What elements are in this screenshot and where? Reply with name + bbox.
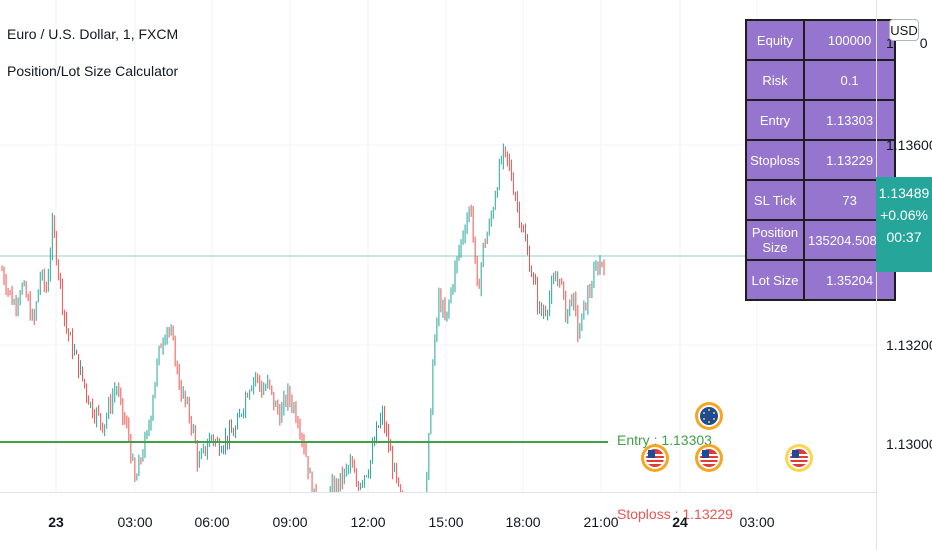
indicator-legend[interactable]: Position/Lot Size Calculator xyxy=(7,63,179,79)
table-row: Entry 1.13303 xyxy=(745,99,897,141)
price-change-percent: +0.06% xyxy=(880,207,928,223)
table-row: Equity 100000 xyxy=(745,19,897,61)
table-key-cell: Entry xyxy=(745,99,805,141)
price-axis-label: 1.13600 xyxy=(886,137,932,153)
table-row: Stoploss 1.13229 xyxy=(745,139,897,181)
table-row: Risk 0.1 xyxy=(745,59,897,101)
time-axis-label: 12:00 xyxy=(350,514,386,530)
table-key-cell: Equity xyxy=(745,19,805,61)
table-key-cell: Lot Size xyxy=(745,259,805,301)
time-axis-label: 21:00 xyxy=(583,514,619,530)
table-row: Lot Size 1.35204 xyxy=(745,259,897,301)
time-axis-label: 09:00 xyxy=(272,514,308,530)
time-axis-label: 03:00 xyxy=(117,514,153,530)
table-key-cell: Position Size xyxy=(745,219,805,261)
table-key-cell: SL Tick xyxy=(745,179,805,221)
time-axis-label: 06:00 xyxy=(194,514,230,530)
table-value-cell: 1.13229 xyxy=(802,139,897,181)
us-flag-event-icon[interactable] xyxy=(640,440,670,481)
time-axis-label: 23 xyxy=(48,514,64,530)
currency-selector-button[interactable]: USD xyxy=(889,19,919,41)
position-size-table: Equity 100000 Risk 0.1 Entry 1.13303 Stoploss 1… xyxy=(745,19,897,301)
table-value-cell: 1.13303 xyxy=(802,99,897,141)
stoploss-line-label: Stoploss : 1.13229 xyxy=(617,506,733,522)
price-axis-label: 1.13000 xyxy=(886,436,932,452)
price-axis-border xyxy=(876,0,877,550)
table-key-cell: Risk xyxy=(745,59,805,101)
price-axis-label: 1.13200 xyxy=(886,337,932,353)
table-value-cell: 100000 xyxy=(802,19,897,61)
table-row: SL Tick 73 xyxy=(745,179,897,221)
last-price-value: 1.13489 xyxy=(878,185,930,201)
table-key-cell: Stoploss xyxy=(745,139,805,181)
entry-line-label: Entry : 1.13303 xyxy=(617,432,712,448)
time-axis-border xyxy=(0,492,876,493)
time-axis-label: 24 xyxy=(672,514,688,530)
us-flag-event-icon[interactable] xyxy=(694,440,724,481)
table-value-cell: 0.1 xyxy=(802,59,897,101)
last-price-badge: 1.13489 +0.06% 00:37 xyxy=(876,177,932,272)
time-axis-label: 18:00 xyxy=(505,514,541,530)
time-axis-label: 03:00 xyxy=(739,514,775,530)
bar-countdown: 00:37 xyxy=(886,229,922,245)
eu-flag-event-icon[interactable] xyxy=(694,398,724,439)
table-row: Position Size 135204.50896 xyxy=(745,219,897,261)
time-axis-label: 15:00 xyxy=(428,514,464,530)
us-flag-event-icon[interactable] xyxy=(784,440,814,481)
symbol-legend[interactable]: Euro / U.S. Dollar, 1, FXCM xyxy=(7,26,179,42)
